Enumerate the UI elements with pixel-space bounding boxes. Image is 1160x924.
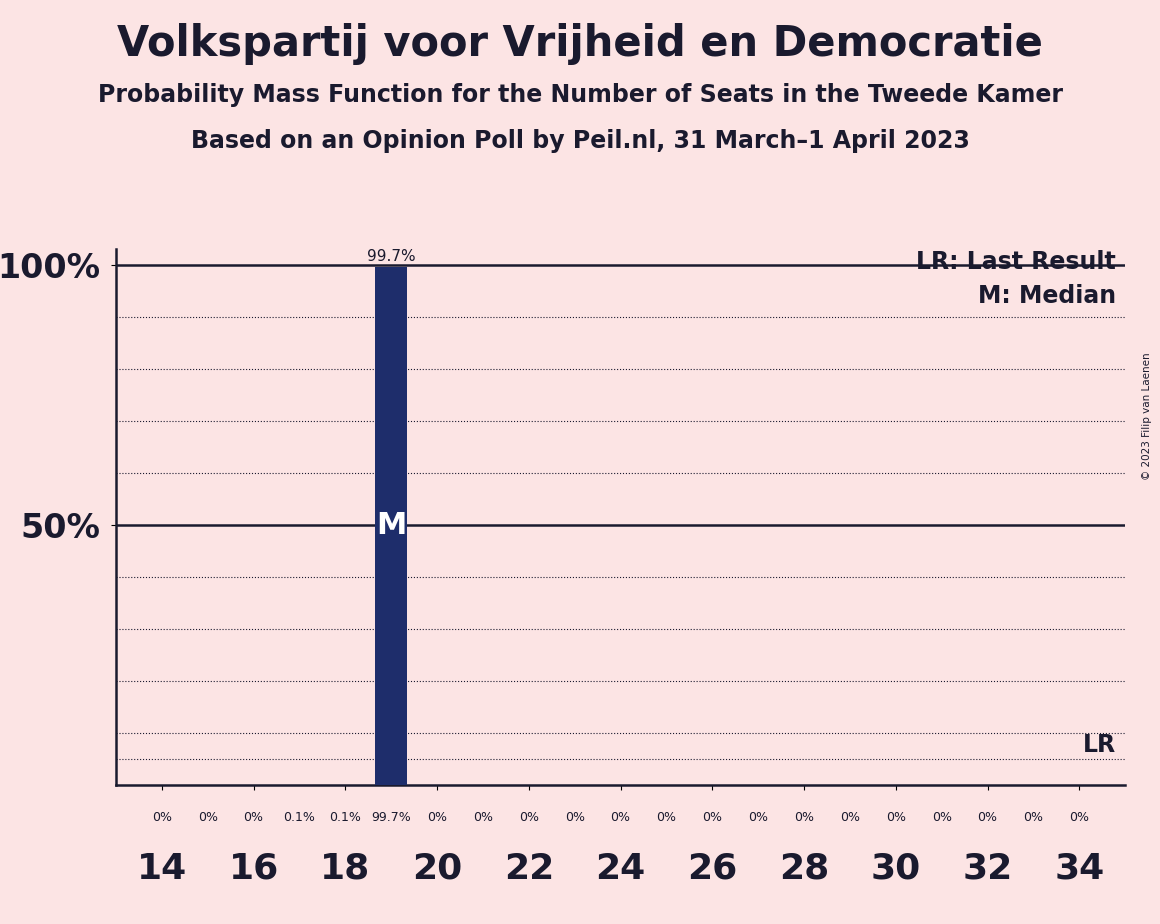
Text: 0%: 0% bbox=[197, 811, 218, 824]
Text: 0%: 0% bbox=[519, 811, 539, 824]
Text: Volkspartij voor Vrijheid en Democratie: Volkspartij voor Vrijheid en Democratie bbox=[117, 23, 1043, 65]
Text: 99.7%: 99.7% bbox=[367, 249, 415, 264]
Bar bbox=[375, 267, 407, 785]
Text: 30: 30 bbox=[871, 852, 921, 886]
Text: 22: 22 bbox=[503, 852, 554, 886]
Text: 0%: 0% bbox=[473, 811, 493, 824]
Text: 0%: 0% bbox=[657, 811, 676, 824]
Text: 0%: 0% bbox=[931, 811, 951, 824]
Text: 0%: 0% bbox=[748, 811, 768, 824]
Text: 14: 14 bbox=[137, 852, 187, 886]
Text: LR: LR bbox=[1083, 733, 1116, 757]
Text: © 2023 Filip van Laenen: © 2023 Filip van Laenen bbox=[1141, 352, 1152, 480]
Text: 0.1%: 0.1% bbox=[329, 811, 361, 824]
Text: 0%: 0% bbox=[1023, 811, 1044, 824]
Text: 18: 18 bbox=[320, 852, 370, 886]
Text: 0%: 0% bbox=[886, 811, 906, 824]
Text: Probability Mass Function for the Number of Seats in the Tweede Kamer: Probability Mass Function for the Number… bbox=[97, 83, 1063, 107]
Text: 0%: 0% bbox=[795, 811, 814, 824]
Text: 0%: 0% bbox=[427, 811, 447, 824]
Text: 32: 32 bbox=[963, 852, 1013, 886]
Text: M: Median: M: Median bbox=[978, 284, 1116, 308]
Text: 0%: 0% bbox=[152, 811, 172, 824]
Text: 0%: 0% bbox=[978, 811, 998, 824]
Text: 0%: 0% bbox=[840, 811, 860, 824]
Text: 24: 24 bbox=[595, 852, 646, 886]
Text: 28: 28 bbox=[780, 852, 829, 886]
Text: 20: 20 bbox=[412, 852, 462, 886]
Text: M: M bbox=[376, 511, 406, 540]
Text: 0%: 0% bbox=[1070, 811, 1089, 824]
Text: 0.1%: 0.1% bbox=[283, 811, 316, 824]
Text: LR: Last Result: LR: Last Result bbox=[916, 250, 1116, 274]
Text: 16: 16 bbox=[229, 852, 278, 886]
Text: Based on an Opinion Poll by Peil.nl, 31 March–1 April 2023: Based on an Opinion Poll by Peil.nl, 31 … bbox=[190, 129, 970, 153]
Text: 0%: 0% bbox=[610, 811, 631, 824]
Text: 99.7%: 99.7% bbox=[371, 811, 411, 824]
Text: 26: 26 bbox=[687, 852, 738, 886]
Text: 34: 34 bbox=[1054, 852, 1104, 886]
Text: 0%: 0% bbox=[244, 811, 263, 824]
Text: 0%: 0% bbox=[565, 811, 585, 824]
Text: 0%: 0% bbox=[702, 811, 723, 824]
